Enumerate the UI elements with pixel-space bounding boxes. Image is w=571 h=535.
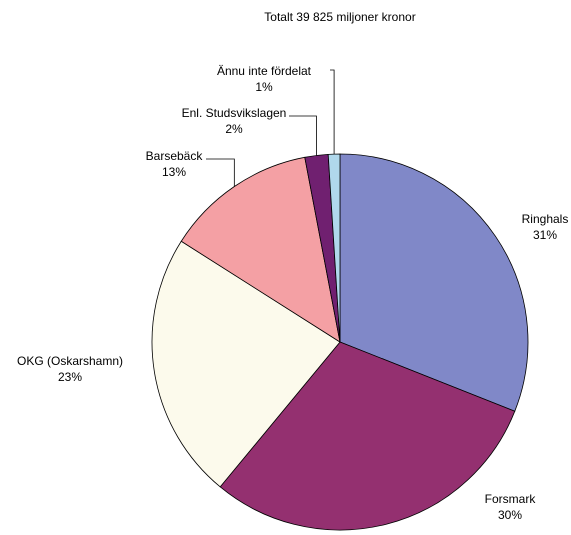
slice-value: 13%	[162, 165, 186, 179]
leader-line	[289, 115, 317, 156]
pie-slice	[151, 240, 341, 488]
chart-title: Totalt 39 825 miljoner kronor	[264, 10, 415, 24]
slice-value: 30%	[498, 508, 522, 522]
slice-value: 23%	[58, 370, 82, 384]
slice-value: 2%	[225, 122, 243, 136]
leader-line	[206, 158, 235, 187]
pie-slice	[339, 153, 529, 412]
slice-label: Forsmark	[485, 492, 537, 506]
slice-value: 1%	[255, 80, 273, 94]
slice-label: OKG (Oskarshamn)	[17, 354, 123, 368]
slice-label: Ännu inte fördelat	[217, 64, 312, 78]
leader-line	[330, 69, 335, 155]
slice-label: Ringhals	[522, 212, 569, 226]
slice-value: 31%	[533, 228, 557, 242]
pie-slice	[219, 341, 516, 531]
slice-label: Enl. Studsvikslagen	[182, 106, 287, 120]
pie-slice	[180, 156, 341, 343]
slice-label: Barsebäck	[146, 149, 204, 163]
